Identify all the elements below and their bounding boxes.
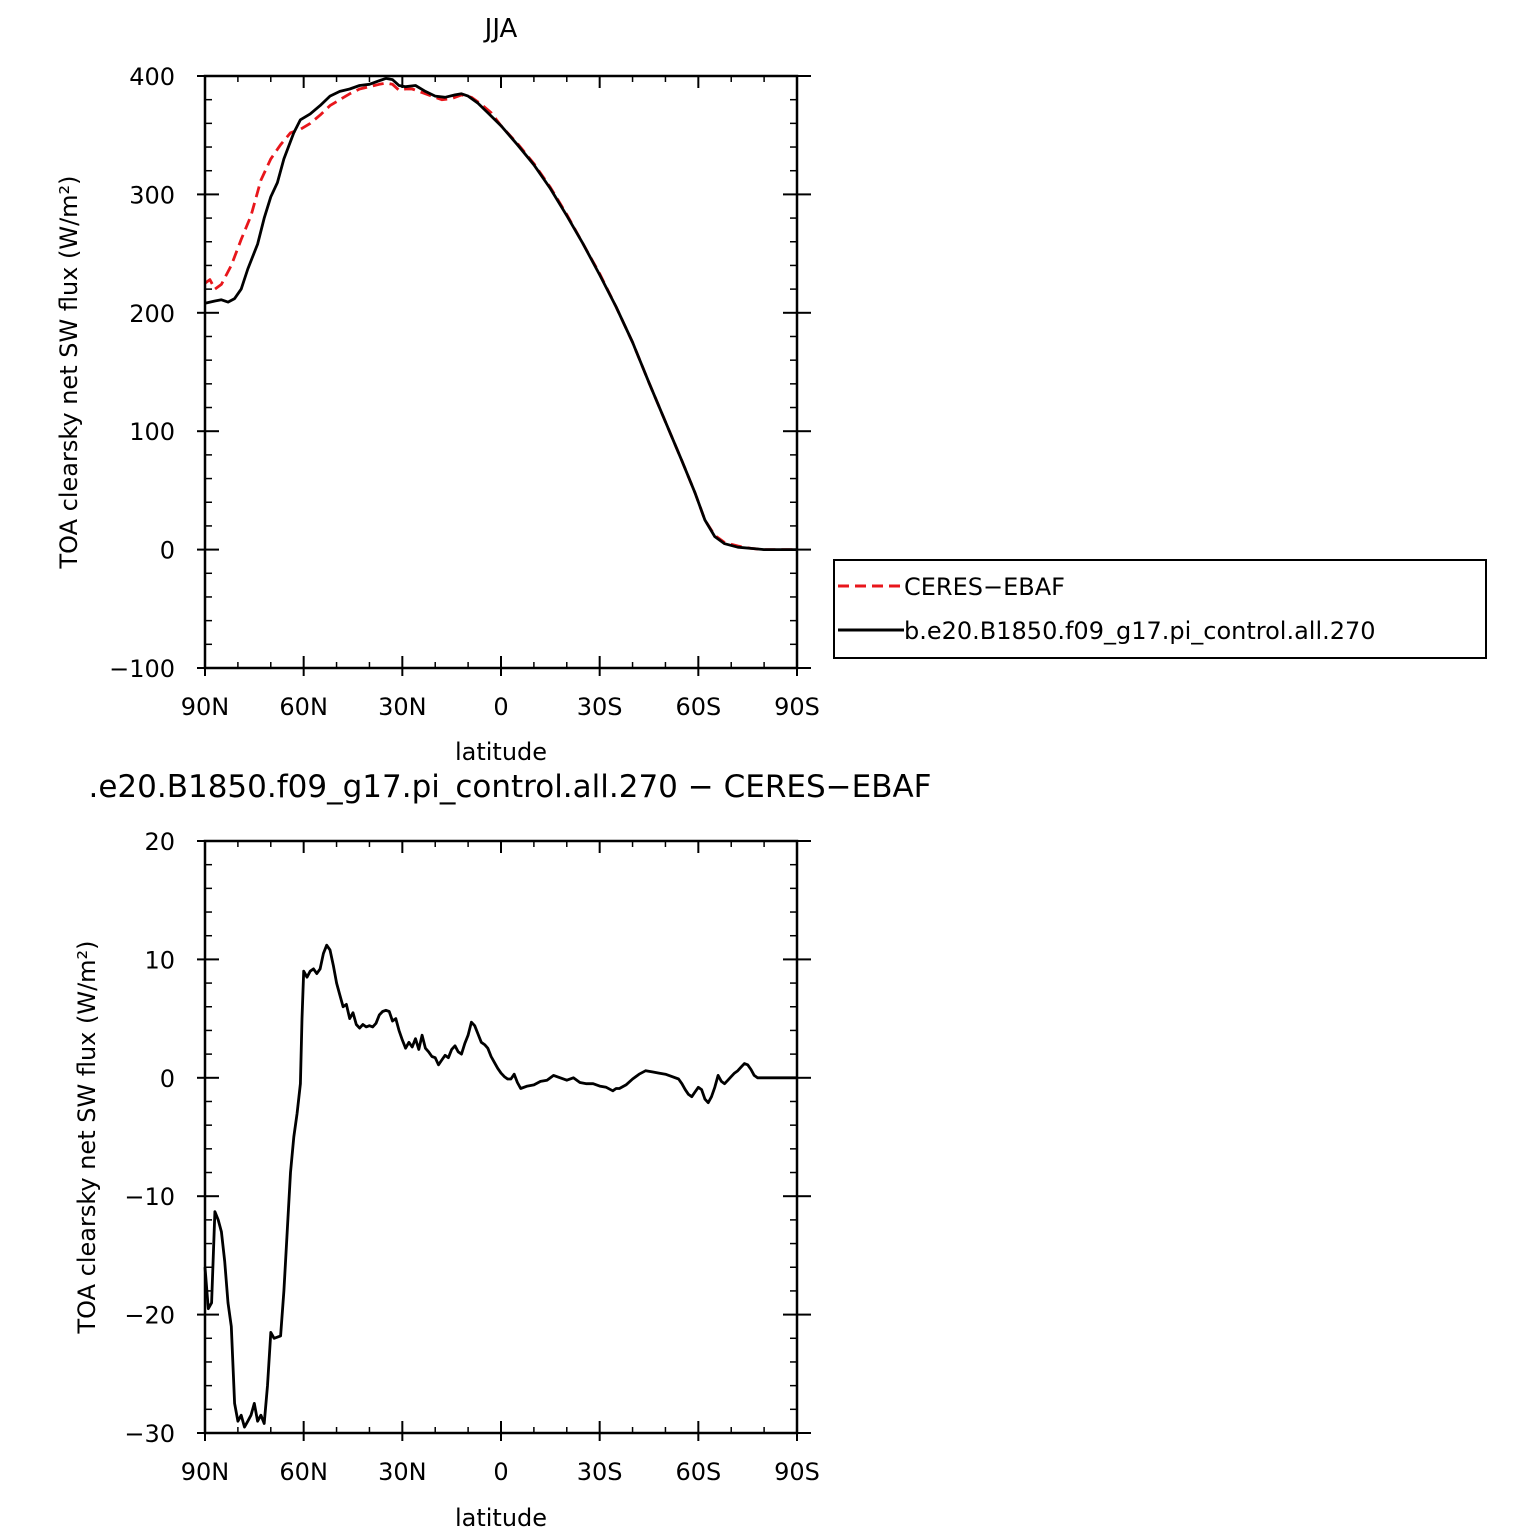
- bottom-panel-x-tick-label: 30N: [378, 1458, 427, 1486]
- bottom-panel-ticks: [197, 840, 811, 1441]
- bottom-panel-x-axis-label: latitude: [455, 1504, 547, 1532]
- top-panel-series: [204, 77, 797, 551]
- top-panel-x-axis-label: latitude: [455, 738, 547, 766]
- bottom-panel-x-tick-label: 90S: [774, 1458, 820, 1486]
- top-panel-x-tick-label: 0: [493, 693, 508, 721]
- top-panel-y-tick-label: 400: [129, 63, 175, 91]
- top-panel-x-tick-label: 30N: [378, 693, 427, 721]
- bottom-panel-title: .e20.B1850.f09_g17.pi_control.all.270 − …: [88, 769, 931, 805]
- bottom-panel-y-axis-label: TOA clearsky net SW flux (W/m²): [73, 940, 101, 1334]
- top-panel-series-line-1: [204, 81, 797, 551]
- bottom-panel-y-tick-label: 10: [144, 946, 175, 974]
- legend-label-ceres-ebaf: CERES−EBAF: [904, 573, 1065, 601]
- top-panel-plot-frame: [203, 74, 799, 670]
- bottom-panel-x-tick-label: 60S: [675, 1458, 721, 1486]
- top-panel-series-line-2: [204, 77, 797, 551]
- legend: CERES−EBAF b.e20.B1850.f09_g17.pi_contro…: [833, 559, 1487, 659]
- bottom-panel-x-tick-label: 90N: [181, 1458, 230, 1486]
- bottom-panel-y-tick-label: −20: [124, 1302, 175, 1330]
- bottom-panel-y-tick-label: 0: [160, 1065, 175, 1093]
- bottom-panel-y-tick-label: −30: [124, 1420, 175, 1448]
- top-panel-y-tick-label: 0: [160, 537, 175, 565]
- bottom-panel-series-line-1: [203, 943, 797, 1429]
- top-panel-y-axis-label: TOA clearsky net SW flux (W/m²): [55, 175, 83, 569]
- bottom-panel-x-tick-label: 0: [493, 1458, 508, 1486]
- bottom-panel-y-tick-label: −10: [124, 1183, 175, 1211]
- bottom-panel: .e20.B1850.f09_g17.pi_control.all.270 − …: [73, 769, 932, 1532]
- bottom-panel-plot-frame: [203, 839, 799, 1435]
- top-panel-tick-labels: 90N 60N 30N 0 30S 60S 90S −100 0 100 200 300 400: [109, 63, 820, 721]
- bottom-panel-series: [203, 943, 797, 1429]
- bottom-panel-y-tick-label: 20: [144, 828, 175, 856]
- bottom-panel-tick-labels: 90N 60N 30N 0 30S 60S 90S −30 −20 −10 0 10 20: [124, 828, 820, 1486]
- legend-box: [833, 559, 1487, 659]
- top-panel: JJA TOA clearsky net SW flux (W/m²) lati…: [55, 14, 820, 766]
- top-panel-x-tick-label: 90S: [774, 693, 820, 721]
- top-panel-ticks: [197, 75, 811, 676]
- legend-entry-ceres-ebaf: CERES−EBAF: [838, 573, 1065, 601]
- top-panel-title: JJA: [483, 14, 518, 44]
- top-panel-x-tick-label: 60N: [279, 693, 328, 721]
- top-panel-y-tick-label: 300: [129, 181, 175, 209]
- bottom-panel-x-tick-label: 30S: [577, 1458, 623, 1486]
- top-panel-x-tick-label: 90N: [181, 693, 230, 721]
- legend-label-model: b.e20.B1850.f09_g17.pi_control.all.270: [904, 617, 1376, 645]
- legend-entry-model: b.e20.B1850.f09_g17.pi_control.all.270: [838, 617, 1376, 645]
- top-panel-y-tick-label: 200: [129, 300, 175, 328]
- top-panel-x-tick-label: 60S: [675, 693, 721, 721]
- bottom-panel-x-tick-label: 60N: [279, 1458, 328, 1486]
- top-panel-y-tick-label: −100: [109, 655, 175, 683]
- top-panel-x-tick-label: 30S: [577, 693, 623, 721]
- top-panel-y-tick-label: 100: [129, 418, 175, 446]
